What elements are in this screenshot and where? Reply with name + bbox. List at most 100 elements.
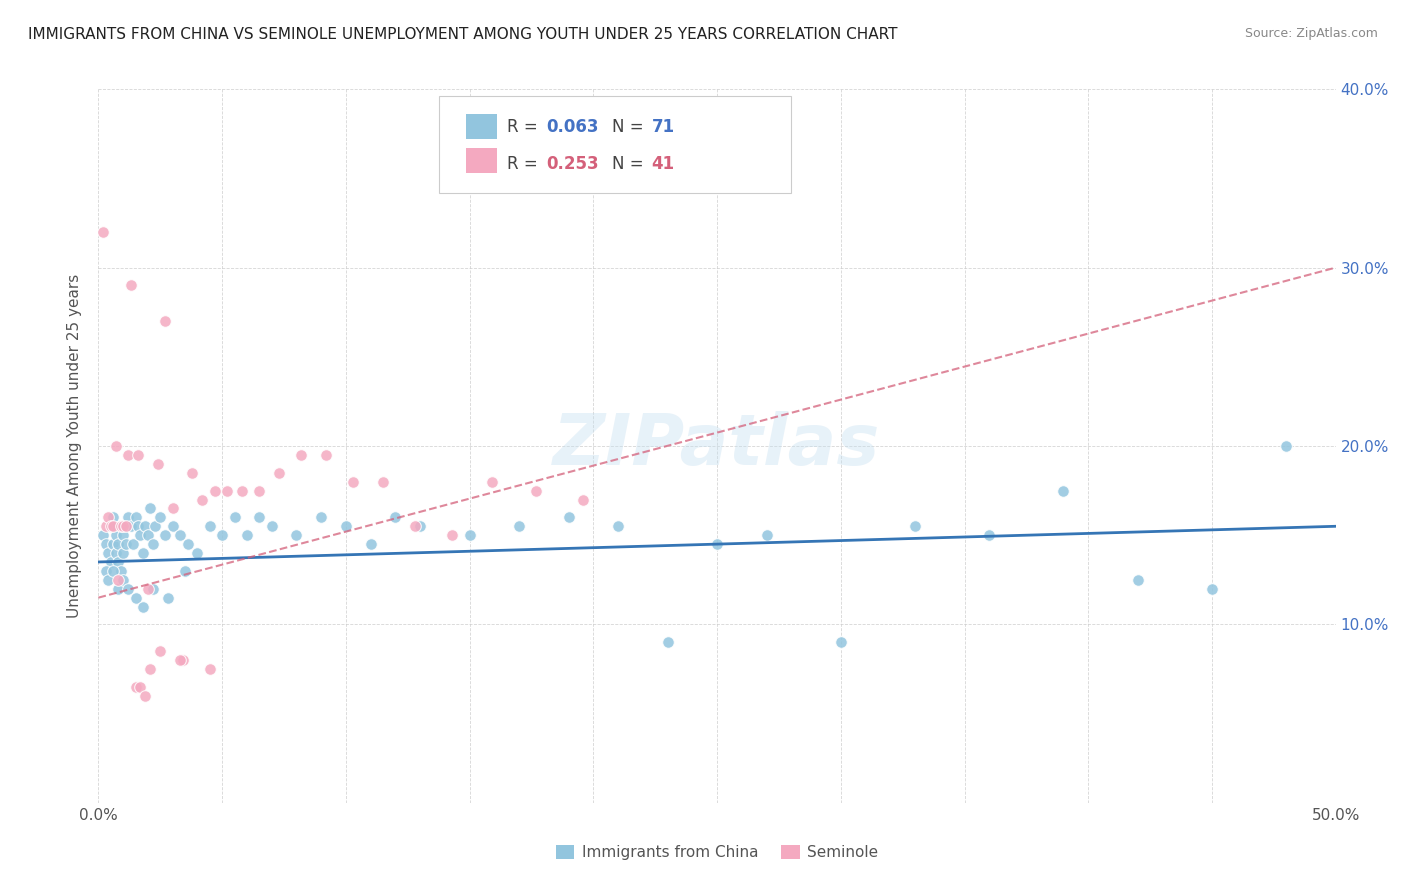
Point [100, 519, 122, 533]
Point [236, 528, 259, 542]
Point [97, 546, 120, 560]
Text: N =: N = [612, 155, 648, 173]
Point [124, 680, 146, 694]
Point [142, 537, 165, 551]
Text: 0.063: 0.063 [547, 118, 599, 136]
Point [508, 519, 530, 533]
Point [136, 528, 159, 542]
Point [146, 457, 169, 471]
Point [94, 537, 117, 551]
Point [112, 546, 135, 560]
Point [139, 662, 162, 676]
Point [107, 573, 129, 587]
Point [162, 501, 184, 516]
Point [110, 564, 132, 578]
Point [231, 483, 253, 498]
Text: N =: N = [612, 118, 648, 136]
Point [117, 448, 139, 462]
Point [309, 510, 332, 524]
Point [315, 448, 337, 462]
Point [371, 475, 394, 489]
Point [755, 528, 778, 542]
Point [830, 635, 852, 649]
Point [127, 448, 149, 462]
Point [607, 519, 630, 533]
Point [156, 591, 179, 605]
Point [94, 519, 117, 533]
Point [120, 519, 142, 533]
Point [1201, 582, 1223, 596]
Point [104, 546, 127, 560]
Point [458, 528, 481, 542]
Point [979, 528, 1001, 542]
Text: IMMIGRANTS FROM CHINA VS SEMINOLE UNEMPLOYMENT AMONG YOUTH UNDER 25 YEARS CORREL: IMMIGRANTS FROM CHINA VS SEMINOLE UNEMPL… [28, 27, 897, 42]
Point [198, 519, 221, 533]
Point [342, 475, 364, 489]
FancyBboxPatch shape [439, 96, 792, 193]
Point [441, 528, 464, 542]
Point [129, 680, 152, 694]
Point [110, 519, 132, 533]
Point [191, 492, 214, 507]
Point [93, 225, 115, 239]
Point [247, 510, 270, 524]
Text: R =: R = [506, 155, 543, 173]
Point [114, 519, 136, 533]
Point [134, 519, 156, 533]
Point [112, 519, 135, 533]
Point [143, 519, 166, 533]
Bar [465, 114, 496, 139]
Point [172, 653, 194, 667]
Point [384, 510, 406, 524]
Point [139, 501, 162, 516]
Point [103, 537, 125, 551]
Point [557, 510, 579, 524]
Point [404, 519, 426, 533]
Point [260, 519, 283, 533]
Point [247, 483, 270, 498]
Point [120, 278, 142, 293]
Point [149, 644, 172, 658]
Point [132, 599, 155, 614]
Point [572, 492, 595, 507]
Point [94, 564, 117, 578]
Point [169, 653, 191, 667]
Point [224, 510, 246, 524]
Point [204, 483, 226, 498]
Point [290, 448, 312, 462]
Point [103, 519, 125, 533]
Point [657, 635, 679, 649]
Point [97, 510, 120, 524]
Y-axis label: Unemployment Among Youth under 25 years: Unemployment Among Youth under 25 years [67, 274, 83, 618]
Point [267, 466, 290, 480]
Point [122, 537, 145, 551]
Point [114, 537, 136, 551]
Point [127, 519, 149, 533]
Text: 41: 41 [651, 155, 675, 173]
Bar [465, 148, 496, 173]
Point [162, 519, 184, 533]
Point [132, 546, 155, 560]
Point [107, 582, 129, 596]
Text: 71: 71 [651, 118, 675, 136]
Point [117, 582, 139, 596]
Point [100, 519, 122, 533]
Point [103, 564, 125, 578]
Text: Source: ZipAtlas.com: Source: ZipAtlas.com [1244, 27, 1378, 40]
Point [198, 662, 221, 676]
Point [155, 528, 177, 542]
Point [285, 528, 308, 542]
Point [117, 510, 139, 524]
Point [1052, 483, 1074, 498]
Point [129, 528, 152, 542]
Point [181, 466, 204, 480]
Point [124, 591, 146, 605]
Point [526, 483, 548, 498]
Point [904, 519, 927, 533]
Point [136, 582, 159, 596]
Point [100, 555, 122, 569]
Point [169, 528, 191, 542]
Point [706, 537, 728, 551]
Legend: Immigrants from China, Seminole: Immigrants from China, Seminole [550, 839, 884, 866]
Point [104, 528, 127, 542]
